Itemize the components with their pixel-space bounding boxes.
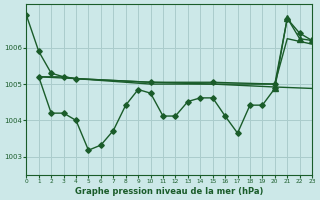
X-axis label: Graphe pression niveau de la mer (hPa): Graphe pression niveau de la mer (hPa)	[75, 187, 263, 196]
